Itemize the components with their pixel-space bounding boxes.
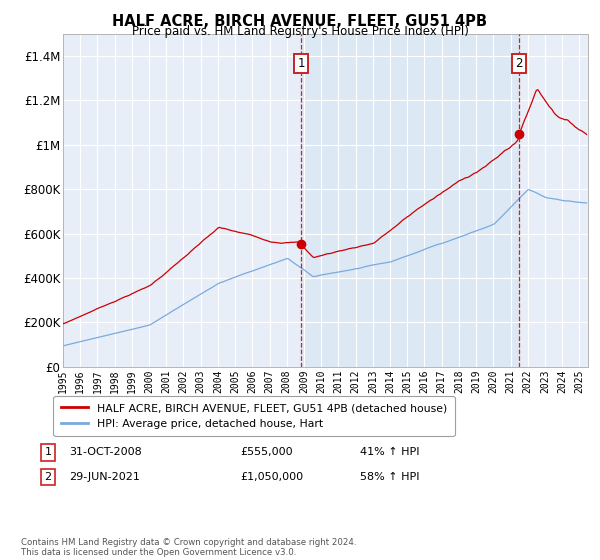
Text: 1: 1 [44,447,52,458]
Text: 1: 1 [298,57,305,70]
Text: 31-OCT-2008: 31-OCT-2008 [69,447,142,458]
Bar [301,34,519,367]
Text: Price paid vs. HM Land Registry's House Price Index (HPI): Price paid vs. HM Land Registry's House … [131,25,469,38]
Text: £555,000: £555,000 [240,447,293,458]
Text: 58% ↑ HPI: 58% ↑ HPI [360,472,419,482]
Text: 41% ↑ HPI: 41% ↑ HPI [360,447,419,458]
Text: 2: 2 [44,472,52,482]
Text: £1,050,000: £1,050,000 [240,472,303,482]
Text: 2: 2 [515,57,523,70]
Legend: HALF ACRE, BIRCH AVENUE, FLEET, GU51 4PB (detached house), HPI: Average price, d: HALF ACRE, BIRCH AVENUE, FLEET, GU51 4PB… [53,395,455,436]
Text: HALF ACRE, BIRCH AVENUE, FLEET, GU51 4PB: HALF ACRE, BIRCH AVENUE, FLEET, GU51 4PB [113,14,487,29]
Text: 29-JUN-2021: 29-JUN-2021 [69,472,140,482]
Text: Contains HM Land Registry data © Crown copyright and database right 2024.
This d: Contains HM Land Registry data © Crown c… [21,538,356,557]
